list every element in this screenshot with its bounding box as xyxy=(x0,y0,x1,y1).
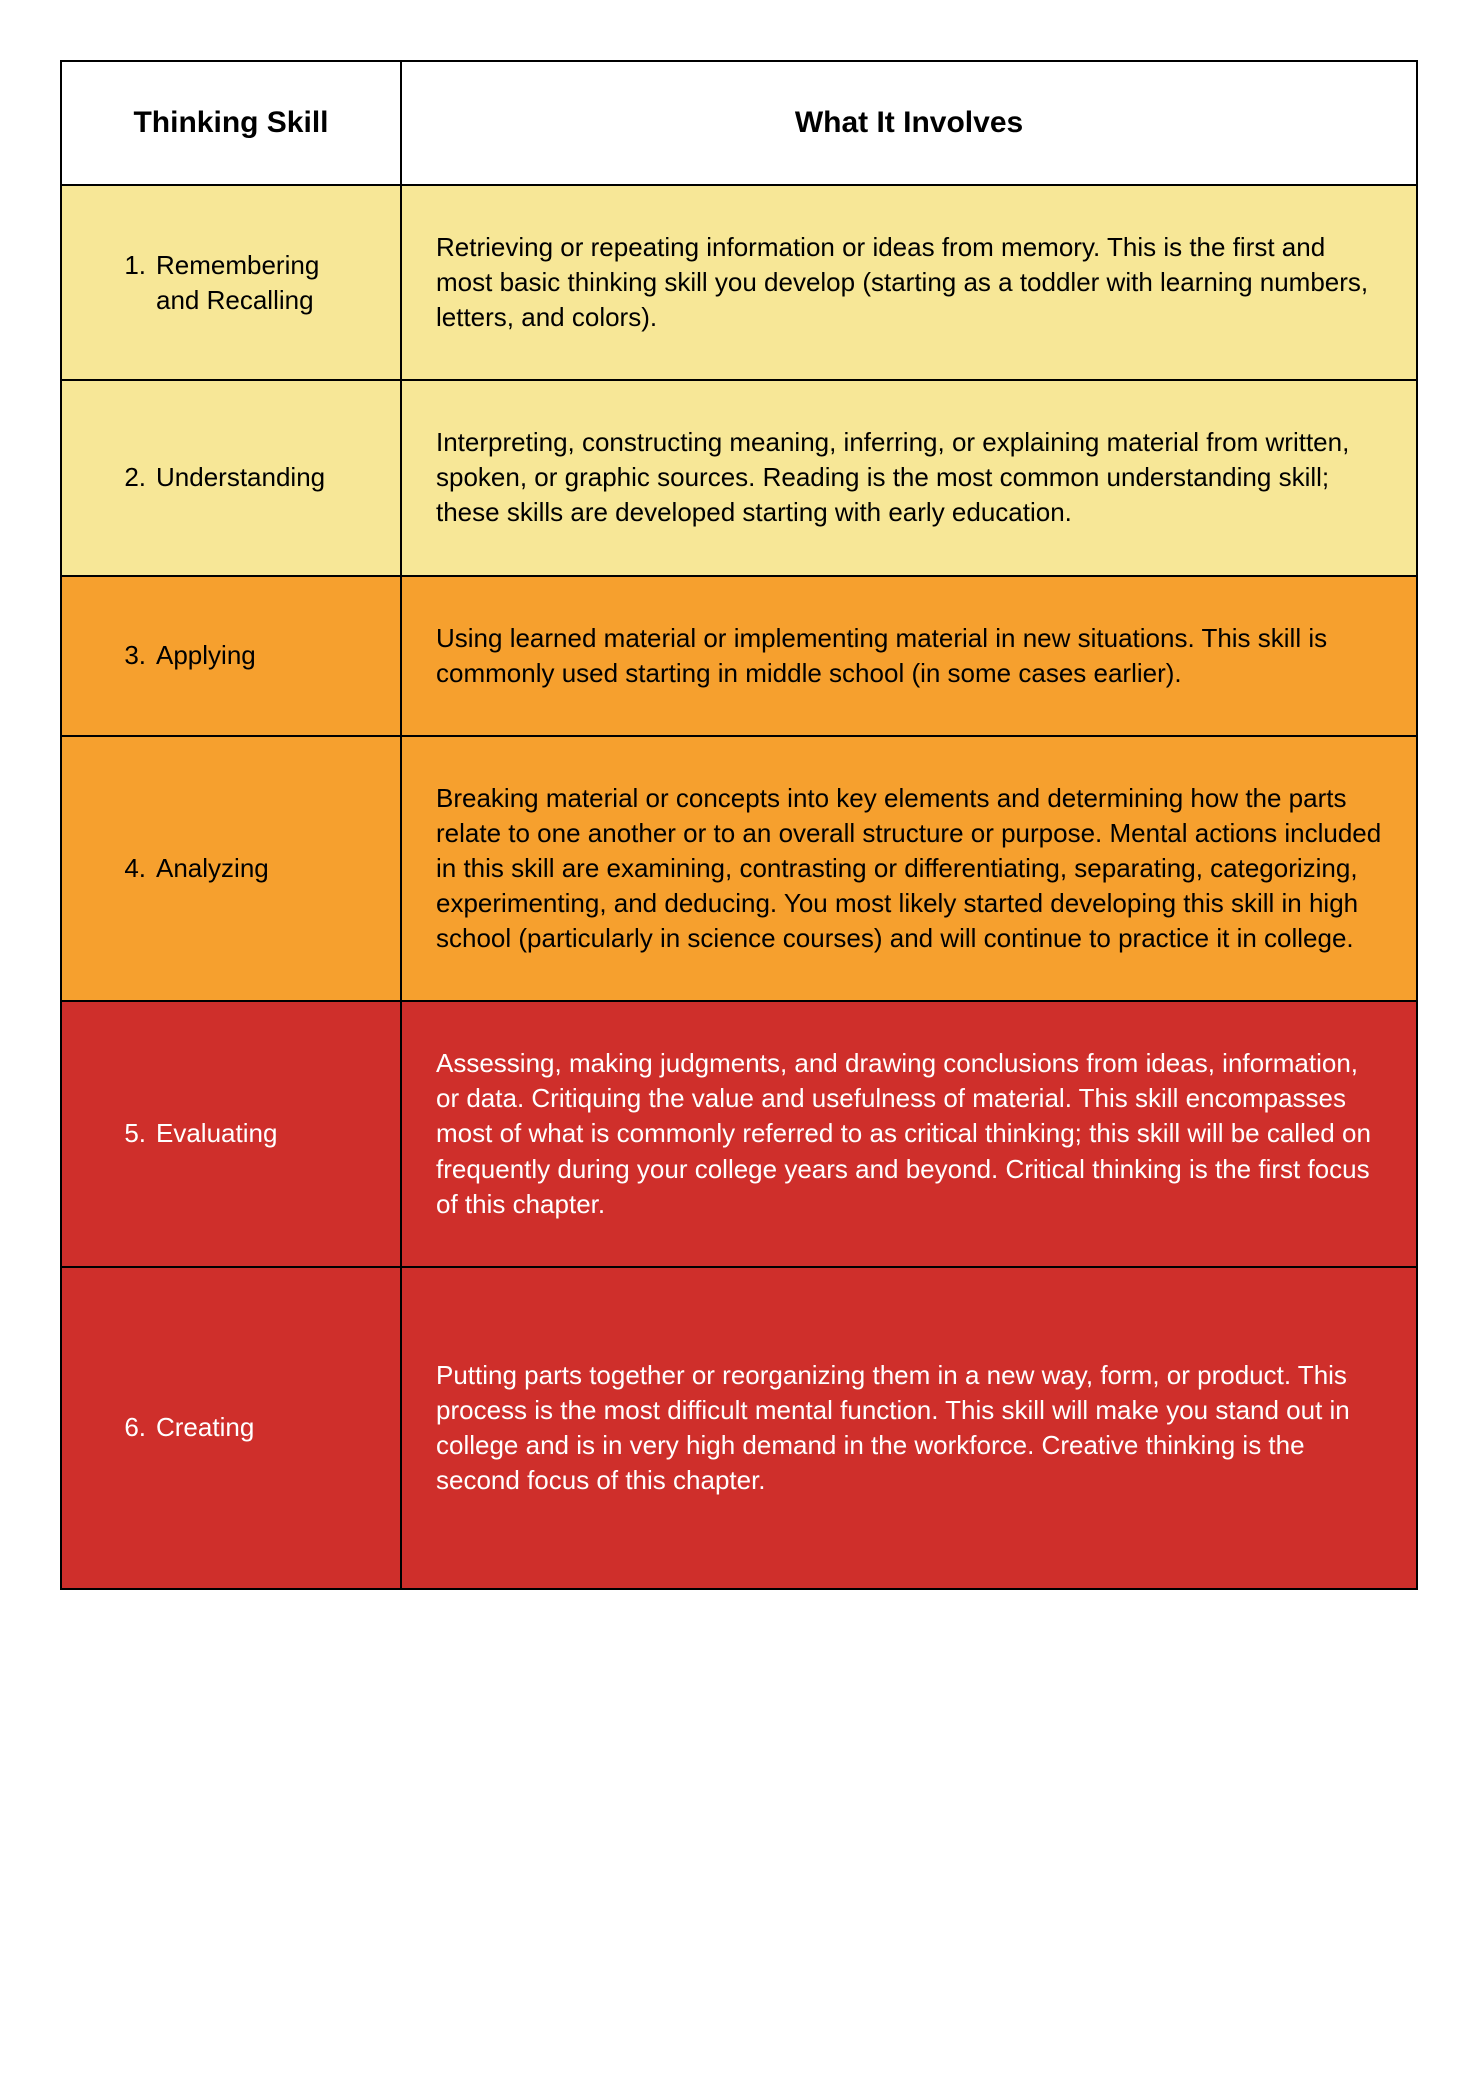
skill-label: Remembering and Recalling xyxy=(156,248,366,318)
table-row: 3. Applying Using learned material or im… xyxy=(61,576,1417,736)
skill-label: Evaluating xyxy=(156,1116,366,1151)
table-row: 5. Evaluating Assessing, making judgment… xyxy=(61,1001,1417,1266)
row-number: 1. xyxy=(112,248,156,283)
desc-cell: Assessing, making judgments, and drawing… xyxy=(401,1001,1417,1266)
row-number: 2. xyxy=(112,460,156,495)
desc-cell: Putting parts together or reorganizing t… xyxy=(401,1267,1417,1589)
column-header-desc: What It Involves xyxy=(401,61,1417,185)
skill-label: Understanding xyxy=(156,460,366,495)
thinking-skills-table: Thinking Skill What It Involves 1. Remem… xyxy=(60,60,1418,1590)
skill-cell: 5. Evaluating xyxy=(61,1001,401,1266)
desc-cell: Using learned material or implementing m… xyxy=(401,576,1417,736)
row-number: 6. xyxy=(112,1410,156,1445)
row-number: 3. xyxy=(112,638,156,673)
row-number: 5. xyxy=(112,1116,156,1151)
table-row: 1. Remembering and Recalling Retrieving … xyxy=(61,185,1417,380)
skill-cell: 6. Creating xyxy=(61,1267,401,1589)
skill-cell: 1. Remembering and Recalling xyxy=(61,185,401,380)
skill-label: Applying xyxy=(156,638,366,673)
desc-cell: Breaking material or concepts into key e… xyxy=(401,736,1417,1001)
table-row: 4. Analyzing Breaking material or concep… xyxy=(61,736,1417,1001)
skill-label: Analyzing xyxy=(156,851,366,886)
desc-cell: Interpreting, constructing meaning, infe… xyxy=(401,380,1417,575)
skill-cell: 3. Applying xyxy=(61,576,401,736)
skill-cell: 4. Analyzing xyxy=(61,736,401,1001)
column-header-skill: Thinking Skill xyxy=(61,61,401,185)
skill-label: Creating xyxy=(156,1410,366,1445)
table-row: 2. Understanding Interpreting, construct… xyxy=(61,380,1417,575)
table-header-row: Thinking Skill What It Involves xyxy=(61,61,1417,185)
table-row: 6. Creating Putting parts together or re… xyxy=(61,1267,1417,1589)
desc-cell: Retrieving or repeating information or i… xyxy=(401,185,1417,380)
row-number: 4. xyxy=(112,851,156,886)
skill-cell: 2. Understanding xyxy=(61,380,401,575)
